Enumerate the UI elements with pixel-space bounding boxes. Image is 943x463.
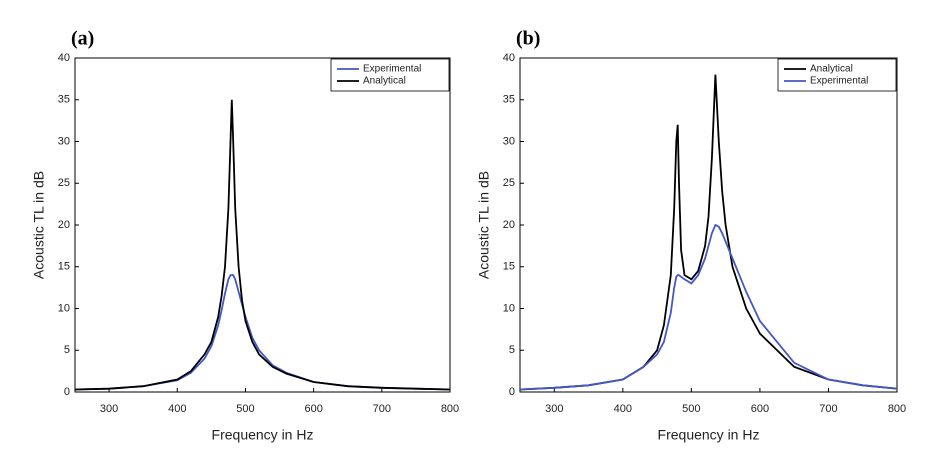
x-tick-label: 700 — [819, 403, 837, 415]
y-tick-label: 40 — [503, 52, 515, 64]
x-axis-label: Frequency in Hz — [658, 427, 760, 443]
x-tick-label: 400 — [168, 403, 186, 415]
y-tick-label: 25 — [503, 177, 515, 189]
y-tick-label: 15 — [58, 261, 70, 273]
y-tick-label: 25 — [58, 177, 70, 189]
legend — [777, 58, 897, 92]
y-tick-label: 5 — [509, 344, 515, 356]
y-tick-label: 40 — [58, 52, 70, 64]
legend-label: Analytical — [810, 64, 853, 75]
x-tick-label: 600 — [751, 403, 769, 415]
x-tick-label: 600 — [304, 403, 322, 415]
plot-area — [74, 57, 451, 393]
x-axis-label: Frequency in Hz — [212, 427, 314, 443]
x-tick-label: 500 — [236, 403, 254, 415]
y-tick-label: 35 — [503, 94, 515, 106]
plot-area — [519, 57, 898, 393]
legend — [330, 58, 450, 92]
x-tick-label: 400 — [614, 403, 632, 415]
legend-label: Analytical — [363, 76, 406, 87]
y-tick-label: 0 — [509, 386, 515, 398]
x-tick-label: 300 — [100, 403, 118, 415]
panel-label: (a) — [71, 28, 94, 50]
y-axis-label: Acoustic TL in dB — [31, 171, 47, 279]
y-tick-label: 0 — [64, 386, 70, 398]
data-line — [74, 99, 451, 391]
panel-label: (b) — [516, 28, 540, 50]
data-line — [519, 74, 898, 391]
y-axis-label: Acoustic TL in dB — [476, 171, 492, 279]
y-tick-label: 15 — [503, 261, 515, 273]
y-tick-label: 10 — [503, 302, 515, 314]
y-tick-label: 30 — [503, 135, 515, 147]
x-tick-label: 800 — [888, 403, 906, 415]
data-line — [519, 223, 898, 391]
x-tick-label: 700 — [373, 403, 391, 415]
y-tick-label: 10 — [58, 302, 70, 314]
y-tick-label: 5 — [64, 344, 70, 356]
y-tick-label: 20 — [503, 219, 515, 231]
legend-label: Experimental — [363, 64, 421, 75]
x-tick-label: 300 — [545, 403, 563, 415]
y-tick-label: 35 — [58, 94, 70, 106]
x-tick-label: 800 — [441, 403, 459, 415]
x-tick-label: 500 — [682, 403, 700, 415]
y-tick-label: 20 — [58, 219, 70, 231]
y-tick-label: 30 — [58, 135, 70, 147]
legend-label: Experimental — [810, 76, 868, 87]
